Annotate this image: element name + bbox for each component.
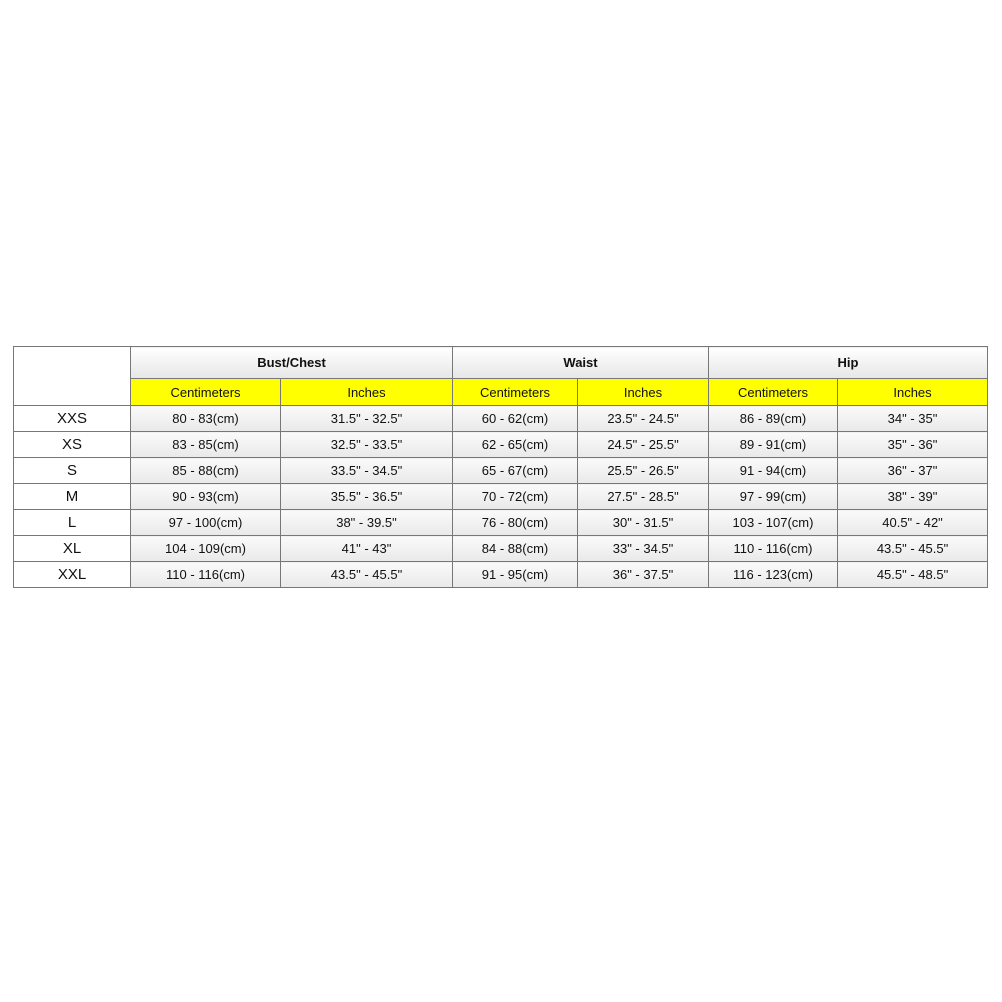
unit-header: Centimeters [708,378,839,406]
measurement: 110 - 116(cm) [708,535,839,562]
measurement: 35" - 36" [837,431,989,458]
group-header: Bust/Chest [130,346,453,379]
measurement: 30" - 31.5" [576,509,710,536]
size-row: L 97 - 100(cm) 38" - 39.5" 76 - 80(cm) 30" -… [13,509,989,536]
measurement: 89 - 91(cm) [708,431,839,458]
measurement: 84 - 88(cm) [452,535,578,562]
measurement: 104 - 109(cm) [130,535,281,562]
measurement: 34" - 35" [837,405,989,432]
measurement: 24.5" - 25.5" [576,431,710,458]
measurement: 70 - 72(cm) [452,483,578,510]
size-row: S 85 - 88(cm) 33.5" - 34.5" 65 - 67(cm) 25.5… [13,457,989,484]
measurement: 31.5" - 32.5" [280,405,453,432]
size-row: M 90 - 93(cm) 35.5" - 36.5" 70 - 72(cm) 27.5… [13,483,989,510]
size-label: M [13,483,131,510]
measurement: 80 - 83(cm) [130,405,281,432]
measurement: 27.5" - 28.5" [576,483,710,510]
measurement: 33.5" - 34.5" [280,457,453,484]
size-chart: Bust/Chest Waist Hip Centimeters Inches Ce… [13,346,989,588]
unit-header: Centimeters [452,378,578,406]
measurement: 38" - 39.5" [280,509,453,536]
size-row: XXS 80 - 83(cm) 31.5" - 32.5" 60 - 62(cm) 23… [13,405,989,432]
measurement: 91 - 94(cm) [708,457,839,484]
unit-header: Inches [837,378,989,406]
measurement: 97 - 99(cm) [708,483,839,510]
measurement: 62 - 65(cm) [452,431,578,458]
measurement: 25.5" - 26.5" [576,457,710,484]
measurement: 23.5" - 24.5" [576,405,710,432]
size-label: S [13,457,131,484]
measurement: 35.5" - 36.5" [280,483,453,510]
size-label: XL [13,535,131,562]
measurement: 43.5" - 45.5" [837,535,989,562]
measurement: 45.5" - 48.5" [837,561,989,588]
size-row: XXL 110 - 116(cm) 43.5" - 45.5" 91 - 95(cm)… [13,561,989,588]
size-label: XXS [13,405,131,432]
size-label: L [13,509,131,536]
size-row: XS 83 - 85(cm) 32.5" - 33.5" 62 - 65(cm) 24.… [13,431,989,458]
measurement: 41" - 43" [280,535,453,562]
measurement: 36" - 37.5" [576,561,710,588]
size-label: XS [13,431,131,458]
measurement: 116 - 123(cm) [708,561,839,588]
measurement: 110 - 116(cm) [130,561,281,588]
measurement: 97 - 100(cm) [130,509,281,536]
unit-header: Inches [280,378,453,406]
measurement: 83 - 85(cm) [130,431,281,458]
measurement: 65 - 67(cm) [452,457,578,484]
measurement: 43.5" - 45.5" [280,561,453,588]
measurement: 36" - 37" [837,457,989,484]
measurement: 60 - 62(cm) [452,405,578,432]
size-label: XXL [13,561,131,588]
group-header: Hip [708,346,989,379]
corner-cell [13,346,131,406]
size-row: XL 104 - 109(cm) 41" - 43" 84 - 88(cm) 33" -… [13,535,989,562]
measurement: 91 - 95(cm) [452,561,578,588]
group-header: Waist [451,346,710,379]
measurement: 103 - 107(cm) [708,509,839,536]
measurement: 85 - 88(cm) [130,457,281,484]
measurement: 32.5" - 33.5" [280,431,453,458]
measurement: 76 - 80(cm) [452,509,578,536]
unit-header: Centimeters [130,378,281,406]
measurement: 90 - 93(cm) [130,483,281,510]
measurement: 33" - 34.5" [576,535,710,562]
unit-header: Inches [576,378,710,406]
measurement: 40.5" - 42" [837,509,989,536]
measurement: 38" - 39" [837,483,989,510]
measurement: 86 - 89(cm) [708,405,839,432]
